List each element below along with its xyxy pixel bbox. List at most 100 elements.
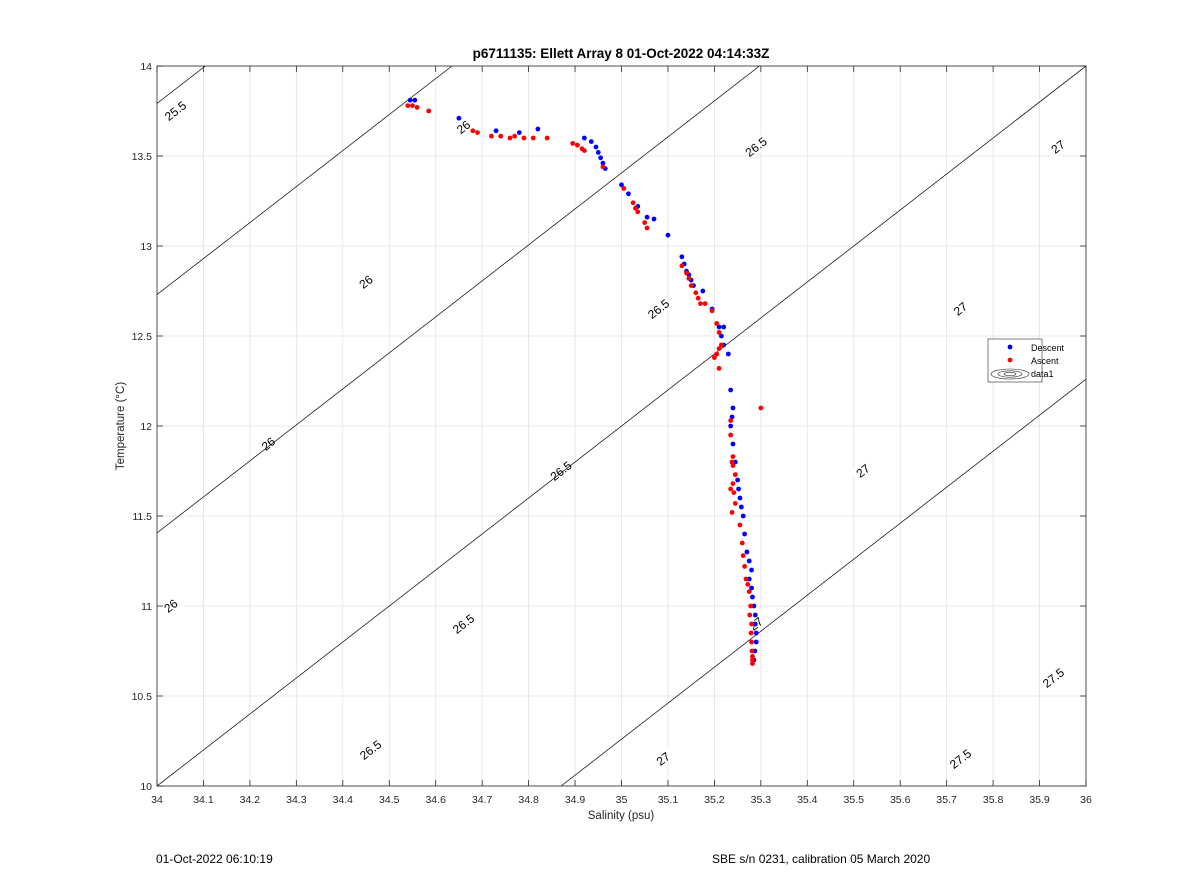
contour-label-bg [450, 611, 477, 637]
ascent-point [489, 133, 494, 139]
descent-point [679, 254, 685, 260]
ascent-point [686, 276, 692, 281]
descent-point [753, 630, 759, 636]
ascent-point [570, 141, 576, 146]
descent-point [744, 549, 750, 555]
contour-label-bg [255, 431, 282, 457]
legend-descent-label: Descent [1031, 343, 1065, 353]
x-tick-label: 35.3 [751, 794, 772, 806]
descent-point [412, 97, 418, 103]
descent-point [728, 387, 734, 393]
descent-point [735, 477, 741, 483]
contour-label-bg [162, 98, 189, 124]
descent-point [736, 486, 741, 492]
x-tick-label: 34.5 [379, 794, 400, 806]
ascent-point [712, 355, 717, 360]
ascent-point [740, 553, 746, 558]
contour-label-bg [645, 296, 672, 322]
y-tick-label: 11.5 [132, 511, 152, 523]
ascent-point [426, 108, 432, 114]
ascent-point [745, 582, 751, 587]
descent-point [665, 232, 671, 238]
descent-point [737, 495, 743, 501]
isopycnal-27 [157, 66, 1086, 786]
x-tick-label: 35.4 [797, 794, 818, 806]
ascent-point [621, 186, 627, 191]
x-tick-label: 35 [616, 794, 628, 806]
ascent-point [749, 639, 754, 645]
descent-point [581, 135, 587, 141]
contour-label-bg [743, 134, 770, 160]
ascent-point [695, 295, 701, 301]
ascent-point [475, 130, 480, 136]
ascent-point [679, 263, 685, 269]
ascent-point [716, 346, 722, 351]
ascent-point [732, 472, 738, 477]
legend-data1-label: data1 [1031, 369, 1054, 379]
y-tick-label: 12.5 [132, 331, 153, 343]
contour-label: 25.5 [162, 98, 189, 124]
descent-point [407, 97, 413, 103]
descent-point [456, 115, 462, 121]
descent-point [740, 513, 746, 519]
x-tick-label: 35.9 [1029, 794, 1050, 806]
footer-calibration: SBE s/n 0231, calibration 05 March 2020 [712, 852, 931, 866]
contour-label: 26.5 [450, 611, 477, 637]
ascent-point [747, 612, 753, 618]
contour-label-bg [1040, 665, 1067, 691]
chart-title: p6711135: Ellett Array 8 01-Oct-2022 04:… [473, 46, 770, 61]
descent-point [750, 594, 755, 600]
ascent-point [521, 135, 527, 141]
descent-point [725, 351, 731, 357]
x-tick-label: 34.4 [333, 794, 354, 806]
ascent-point [633, 205, 638, 211]
ascent-point [644, 225, 650, 231]
descent-point [716, 324, 722, 330]
ascent-point [748, 603, 754, 609]
contour-label-bg [1045, 134, 1072, 160]
ascent-point [732, 501, 738, 506]
contour-label-bg [450, 114, 477, 140]
ascent-point [728, 432, 734, 438]
ascent-point [716, 366, 722, 371]
descent-point [595, 150, 601, 155]
ascent-point [746, 589, 752, 594]
descent-point [721, 324, 727, 330]
descent-point [718, 333, 724, 339]
contour-label-bg [650, 746, 677, 772]
ascent-point [737, 522, 743, 528]
ascent-point [410, 103, 415, 108]
ascent-point [512, 133, 518, 139]
ascent-point [730, 481, 736, 486]
descent-point [493, 128, 499, 134]
contour-label-bg [548, 458, 575, 484]
descent-point [593, 144, 599, 150]
descent-point [626, 191, 631, 197]
ascent-point [630, 200, 636, 206]
ascent-point [728, 418, 734, 423]
ascent-point [758, 405, 764, 411]
descent-point [742, 531, 747, 537]
ascent-point [702, 301, 708, 306]
x-tick-label: 34.8 [518, 794, 539, 806]
x-tick-label: 35.7 [936, 794, 957, 806]
legend-ascent-label: Ascent [1031, 356, 1059, 366]
descent-point [752, 621, 758, 627]
descent-point [598, 155, 603, 161]
legend-ascent-marker [1007, 357, 1013, 363]
ascent-point [414, 105, 420, 110]
descent-point [730, 405, 736, 411]
ascent-point [498, 133, 504, 139]
contour-label: 27.5 [1040, 665, 1067, 691]
ascent-point [750, 657, 755, 663]
grid-lines [156, 65, 1087, 787]
y-tick-label: 13 [140, 241, 152, 253]
descent-point [752, 612, 758, 618]
y-tick-label: 13.5 [132, 151, 153, 163]
ascent-point [743, 576, 749, 582]
x-tick-label: 36 [1080, 794, 1092, 806]
x-tick-label: 34.1 [193, 794, 214, 806]
descent-point [730, 441, 736, 447]
isopycnal-26 [157, 66, 453, 296]
